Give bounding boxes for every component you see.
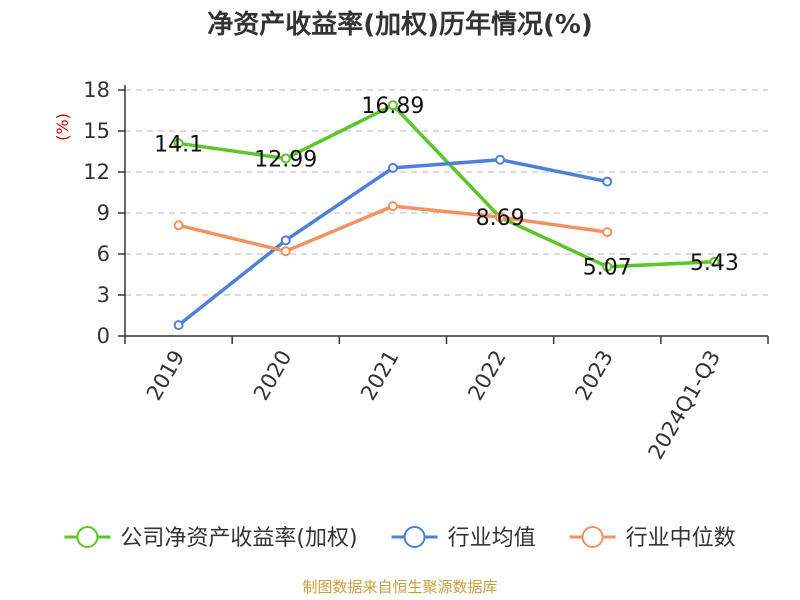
data-label-0-1: 12.99 (254, 147, 317, 172)
chart-title: 净资产收益率(加权)历年情况(%) (207, 9, 593, 40)
legend-swatch-marker-0 (76, 526, 99, 548)
data-point-1-2 (387, 162, 398, 173)
x-tick-label-2020: 2020 (249, 346, 297, 404)
x-tick-label-2021: 2021 (356, 346, 404, 404)
x-tick-label-2019: 2019 (142, 346, 190, 404)
series-line-0 (176, 103, 717, 269)
series-1 (173, 154, 613, 331)
data-point-0-4 (602, 261, 613, 272)
data-point-0-0 (173, 138, 184, 149)
x-tick-label-2024Q1-Q3: 2024Q1-Q3 (644, 346, 726, 463)
x-tick-label-2022: 2022 (463, 346, 511, 404)
y-tick-label-12: 12 (83, 160, 110, 184)
legend-item-1[interactable]: 行业均值 (391, 526, 536, 551)
data-point-2-2 (387, 201, 398, 212)
legend-label-2: 行业中位数 (626, 526, 736, 551)
source-note: 制图数据来自恒生聚源数据库 (302, 578, 497, 596)
data-label-0-3: 8.69 (476, 206, 525, 231)
y-tick-label-18: 18 (83, 78, 110, 102)
legend-item-2[interactable]: 行业中位数 (569, 526, 736, 551)
y-tick-label-3: 3 (97, 283, 110, 307)
legend-label-1: 行业均值 (448, 526, 536, 551)
data-point-0-1 (280, 153, 291, 164)
data-point-1-0 (173, 320, 184, 331)
data-point-1-4 (602, 176, 613, 187)
data-point-1-3 (495, 154, 506, 165)
data-point-2-3 (495, 212, 506, 223)
data-point-2-1 (280, 246, 291, 257)
y-axis-label: (%) (53, 113, 72, 141)
data-point-0-2 (387, 100, 398, 111)
legend-swatch-marker-1 (403, 526, 426, 548)
data-label-0-5: 5.43 (690, 251, 739, 276)
data-point-1-1 (280, 235, 291, 246)
data-label-0-2: 16.89 (361, 94, 424, 119)
y-tick-label-15: 15 (83, 119, 110, 143)
legend-swatch-marker-2 (581, 526, 604, 548)
data-label-0-0: 14.1 (154, 132, 203, 157)
legend-item-0[interactable]: 公司净资产收益率(加权) (64, 526, 358, 551)
data-point-0-5 (709, 256, 720, 267)
data-label-0-4: 5.07 (583, 256, 632, 281)
data-point-2-0 (173, 220, 184, 231)
y-tick-label-6: 6 (97, 242, 110, 266)
series-2 (173, 201, 613, 257)
x-tick-label-2023: 2023 (570, 346, 618, 404)
y-tick-label-9: 9 (97, 201, 110, 225)
y-tick-label-0: 0 (97, 324, 110, 348)
data-point-2-4 (602, 227, 613, 238)
legend-label-0: 公司净资产收益率(加权) (120, 526, 357, 551)
